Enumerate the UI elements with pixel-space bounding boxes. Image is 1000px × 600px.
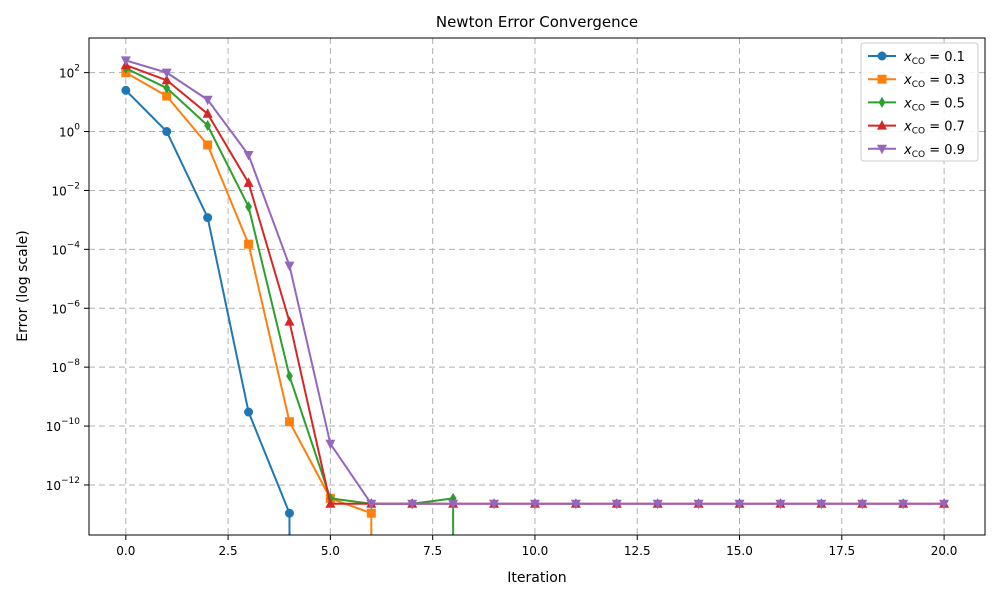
legend-label: xCO = 0.3 xyxy=(903,73,965,90)
data-point xyxy=(366,499,377,510)
data-point xyxy=(284,261,295,272)
legend-marker xyxy=(878,96,886,108)
data-point xyxy=(284,417,294,427)
data-point xyxy=(898,499,909,510)
data-point xyxy=(163,82,171,94)
y-tick-label: 10−8 xyxy=(51,358,80,375)
data-point xyxy=(570,499,581,510)
data-point xyxy=(448,499,459,510)
data-point xyxy=(162,127,172,137)
data-point xyxy=(161,74,172,85)
y-tick-label: 10−4 xyxy=(51,240,80,257)
data-point xyxy=(407,499,418,510)
data-point xyxy=(366,508,376,518)
y-tick-label: 10−2 xyxy=(51,181,80,198)
legend-box xyxy=(860,42,979,162)
x-tick-label: 5.0 xyxy=(321,544,340,558)
data-point xyxy=(286,370,293,382)
chart-title: Newton Error Convergence xyxy=(436,13,638,31)
legend-marker xyxy=(877,144,887,155)
x-tick-label: 7.5 xyxy=(423,544,442,558)
legend-marker xyxy=(877,51,887,61)
plot-area: 0.0 2.5 5.0 7.5 10.0 12.5 15.0 17.5 20.0 102 100 10… xyxy=(46,37,986,558)
x-axis-label: Iteration xyxy=(507,570,566,586)
x-tick-label: 15.0 xyxy=(726,544,753,558)
legend-label: xCO = 0.5 xyxy=(903,96,965,113)
x-tick-label: 2.5 xyxy=(219,544,238,558)
data-point xyxy=(243,150,254,161)
legend-label: xCO = 0.7 xyxy=(903,120,965,137)
data-point xyxy=(202,108,213,118)
data-point xyxy=(652,499,663,510)
y-tick-label: 10−12 xyxy=(46,476,80,493)
data-point xyxy=(816,499,827,510)
data-point xyxy=(120,56,131,66)
data-point xyxy=(325,498,336,508)
y-tick-label: 10−6 xyxy=(51,299,80,316)
data-point xyxy=(243,177,254,187)
legend-item: xCO = 0.9 xyxy=(868,143,965,160)
legend: xCO = 0.1 xCO = 0.3 xCO = 0.5 xCO = 0.7 xCO … xyxy=(860,42,979,162)
legend-marker xyxy=(877,120,887,130)
data-point xyxy=(284,508,294,518)
legend-item: xCO = 0.5 xyxy=(868,96,965,113)
data-point xyxy=(611,499,622,510)
data-point xyxy=(939,499,950,510)
series-1 xyxy=(121,85,294,535)
legend-label: xCO = 0.9 xyxy=(903,143,965,160)
data-point xyxy=(775,499,786,510)
y-tick-label: 10−10 xyxy=(46,417,81,434)
legend-label: xCO = 0.1 xyxy=(903,50,965,67)
legend-item: xCO = 0.7 xyxy=(868,120,965,137)
data-point xyxy=(202,95,213,106)
data-point xyxy=(529,499,540,510)
data-point xyxy=(121,85,131,95)
x-tick-label: 20.0 xyxy=(931,544,958,558)
data-point xyxy=(284,316,295,326)
data-point xyxy=(245,201,252,213)
series-5 xyxy=(120,56,950,510)
data-point xyxy=(489,499,500,510)
data-point xyxy=(244,239,254,249)
axes-frame xyxy=(88,37,986,536)
y-tick-label: 102 xyxy=(59,64,80,81)
x-tick-label: 17.5 xyxy=(828,544,855,558)
data-point xyxy=(734,499,745,510)
series-group xyxy=(120,56,950,535)
data-point xyxy=(161,68,172,79)
data-point xyxy=(204,120,212,132)
x-tick-label: 10.0 xyxy=(522,544,549,558)
data-point xyxy=(203,213,213,223)
x-tick-label: 0.0 xyxy=(116,544,135,558)
data-point xyxy=(162,91,172,101)
legend-item: xCO = 0.3 xyxy=(868,73,965,90)
data-point xyxy=(857,499,868,510)
data-point xyxy=(244,407,254,417)
y-tick-label: 100 xyxy=(59,123,80,140)
y-axis-label: Error (log scale) xyxy=(15,230,31,341)
data-point xyxy=(325,439,336,450)
data-point xyxy=(693,499,704,510)
data-point xyxy=(203,140,213,150)
legend-item: xCO = 0.1 xyxy=(868,50,965,67)
x-tick-label: 12.5 xyxy=(624,544,651,558)
legend-marker xyxy=(877,74,887,84)
